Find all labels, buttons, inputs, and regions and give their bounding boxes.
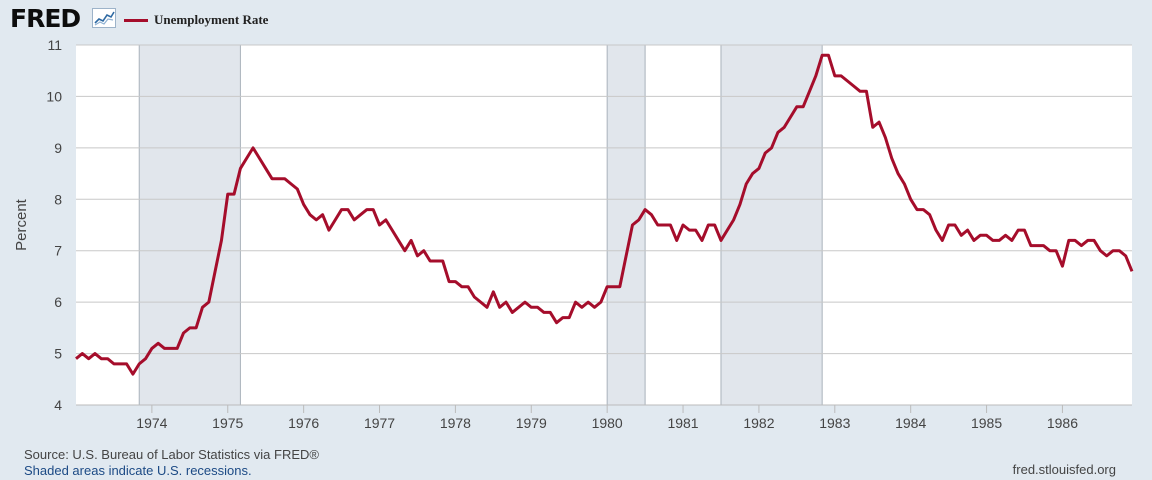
legend-swatch <box>124 18 148 22</box>
y-tick-label: 10 <box>46 88 62 104</box>
recession-band <box>607 45 646 405</box>
x-tick-label: 1986 <box>1047 415 1078 431</box>
y-tick-label: 9 <box>54 140 62 156</box>
x-tick-label: 1981 <box>667 415 698 431</box>
chart-legend: Unemployment Rate <box>124 12 268 28</box>
x-tick-label: 1974 <box>136 415 167 431</box>
recession-note: Shaded areas indicate U.S. recessions. <box>24 463 252 478</box>
x-tick-label: 1980 <box>592 415 623 431</box>
x-tick-label: 1978 <box>440 415 471 431</box>
y-axis: 4 5 6 7 8 9 10 11 <box>46 37 62 413</box>
x-tick-label: 1975 <box>212 415 243 431</box>
chart-header: FRED Unemployment Rate <box>0 0 1152 40</box>
y-tick-label: 8 <box>54 191 62 207</box>
line-chart-icon <box>92 8 116 28</box>
source-url[interactable]: fred.stlouisfed.org <box>1012 462 1116 477</box>
y-tick-label: 6 <box>54 294 62 310</box>
footer-notes: Source: U.S. Bureau of Labor Statistics … <box>24 447 319 479</box>
x-tick-label: 1984 <box>895 415 926 431</box>
y-tick-label: 4 <box>54 397 62 413</box>
recession-band <box>139 45 241 405</box>
x-tick-label: 1977 <box>364 415 395 431</box>
x-tick-label: 1979 <box>516 415 547 431</box>
x-tick-label: 1976 <box>288 415 319 431</box>
series-line-unemployment-rate <box>75 53 1134 376</box>
y-tick-label: 7 <box>54 243 62 259</box>
legend-label: Unemployment Rate <box>154 12 269 27</box>
y-tick-label: 11 <box>47 37 62 53</box>
y-tick-label: 5 <box>54 346 62 362</box>
x-tick-label: 1982 <box>743 415 774 431</box>
fred-logo[interactable]: FRED <box>10 4 81 33</box>
x-axis: 1974 1975 1976 1977 1978 1979 1980 1981 1982 1983… <box>76 404 1132 431</box>
x-tick-label: 1985 <box>971 415 1002 431</box>
x-tick-label: 1983 <box>819 415 850 431</box>
series-layer <box>75 53 1134 376</box>
source-note: Source: U.S. Bureau of Labor Statistics … <box>24 447 319 462</box>
y-axis-label: Percent <box>13 198 30 251</box>
